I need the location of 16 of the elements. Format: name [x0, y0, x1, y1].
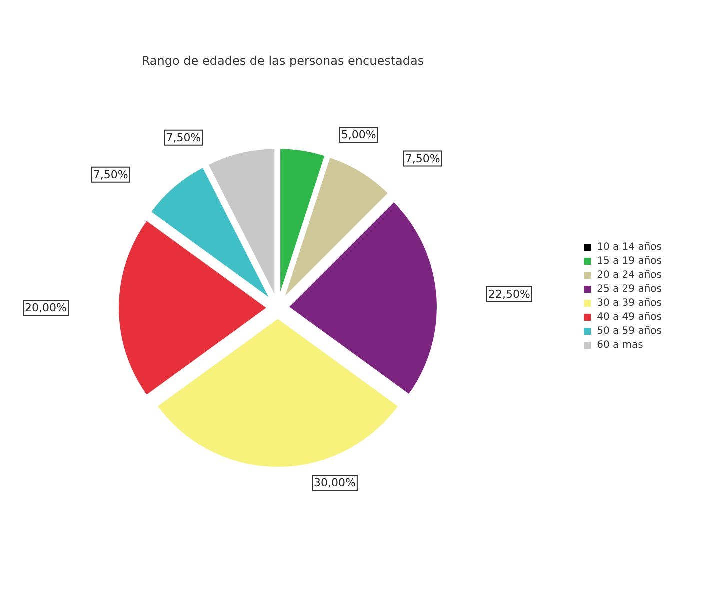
- legend-label: 50 a 59 años: [597, 326, 662, 337]
- legend-label: 10 a 14 años: [597, 242, 662, 253]
- legend-label: 25 a 29 años: [597, 284, 662, 295]
- data-label: 7,50%: [166, 131, 202, 144]
- data-label: 7,50%: [405, 152, 440, 166]
- legend-label: 40 a 49 años: [597, 312, 662, 323]
- legend-label: 30 a 39 años: [597, 298, 662, 309]
- data-label: 20,00%: [25, 302, 67, 314]
- data-label: 30,00%: [314, 476, 356, 490]
- legend-label: 20 a 24 años: [597, 270, 662, 281]
- data-label: 22,50%: [488, 288, 530, 301]
- legend-label: 60 a mas: [597, 340, 644, 351]
- data-label: 7,50%: [93, 168, 128, 182]
- chart-title: Rango de edades de las personas encuestadas: [142, 54, 424, 68]
- legend-label: 15 a 19 años: [597, 256, 662, 267]
- data-label: 5,00%: [341, 128, 376, 142]
